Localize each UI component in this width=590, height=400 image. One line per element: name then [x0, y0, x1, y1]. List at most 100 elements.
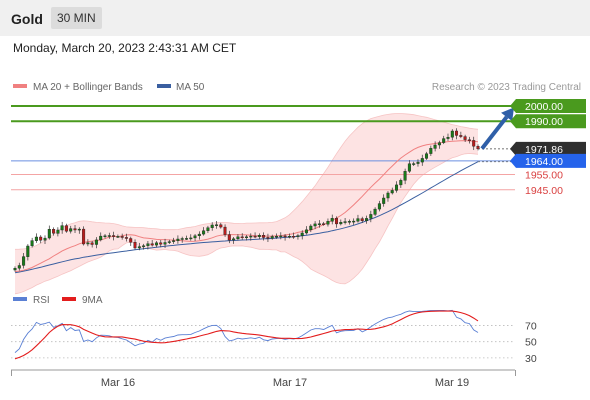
- candle: [214, 224, 218, 226]
- candle: [283, 235, 287, 238]
- price-tag-label: 1945.00: [525, 185, 563, 197]
- copyright-label: Research © 2023 Trading Central: [432, 82, 581, 93]
- candle: [103, 235, 107, 238]
- price-tag-pivot: [510, 153, 586, 168]
- candle: [60, 225, 64, 231]
- candle: [82, 228, 86, 245]
- interval-button[interactable]: 30 MIN: [51, 7, 102, 29]
- candle: [420, 158, 424, 163]
- candle: [39, 236, 43, 241]
- candle: [13, 268, 17, 271]
- legend-swatch-rsi: [13, 297, 27, 301]
- candle: [47, 228, 51, 239]
- candle: [356, 218, 360, 222]
- candle: [22, 256, 26, 266]
- candle: [56, 229, 60, 234]
- candle: [99, 235, 103, 241]
- candle: [172, 240, 176, 242]
- candle: [305, 229, 309, 234]
- rsi-plot: 70 50 30 Mar 16 Mar 17 Mar 19: [11, 309, 537, 389]
- candle: [437, 142, 441, 146]
- x-axis-label: Mar 16: [101, 377, 135, 389]
- candle: [407, 163, 411, 172]
- candle: [416, 161, 420, 164]
- candle: [326, 221, 330, 225]
- forecast-arrow-head: [501, 107, 514, 122]
- price-tag-resistance: [510, 99, 586, 113]
- candle: [227, 234, 231, 241]
- candle: [107, 235, 111, 237]
- candle: [206, 227, 210, 231]
- candle: [64, 225, 68, 232]
- candle: [159, 242, 163, 245]
- bollinger-band-fill: [15, 113, 478, 294]
- price-tag-label: 2000.00: [525, 101, 563, 113]
- candle: [154, 242, 158, 246]
- candle: [429, 148, 433, 154]
- candle: [129, 238, 133, 243]
- candle: [69, 228, 73, 232]
- candle: [17, 265, 21, 269]
- candle: [365, 218, 369, 221]
- candle: [210, 224, 214, 228]
- candle: [176, 238, 180, 241]
- legend-swatch-9ma: [62, 297, 76, 301]
- x-axis-label: Mar 17: [273, 377, 307, 389]
- candle: [257, 234, 261, 237]
- candle: [270, 236, 274, 239]
- candle: [459, 135, 463, 137]
- bollinger-upper-line: [14, 113, 479, 250]
- candle: [236, 236, 240, 240]
- candle: [390, 190, 394, 194]
- candle: [26, 245, 30, 257]
- legend-label-rsi: RSI: [33, 295, 50, 306]
- price-tag-resistance: [510, 114, 586, 129]
- candle: [425, 153, 429, 159]
- candle: [382, 197, 386, 204]
- candle: [386, 192, 390, 199]
- candle: [313, 223, 317, 227]
- candle: [86, 242, 90, 245]
- legend-label-ma20: MA 20 + Bollinger Bands: [33, 82, 143, 93]
- candle: [266, 237, 270, 239]
- candle: [73, 228, 77, 231]
- candle: [343, 221, 347, 223]
- price-tag-last-price: [510, 141, 586, 156]
- candle: [184, 238, 188, 240]
- bollinger-lower-line: [14, 153, 479, 295]
- candle: [193, 235, 197, 239]
- candle: [142, 245, 146, 247]
- candle: [223, 226, 227, 235]
- candle: [369, 214, 373, 219]
- candle: [377, 203, 381, 210]
- candle: [146, 243, 150, 246]
- candle: [240, 236, 244, 239]
- candle: [163, 242, 167, 245]
- candle: [249, 235, 253, 238]
- price-tag-label: 1971.86: [525, 144, 563, 156]
- candle: [412, 163, 416, 165]
- rsi-tick-label: 70: [525, 321, 537, 333]
- candle: [472, 140, 476, 147]
- legend-swatch-ma20: [13, 84, 27, 88]
- candle: [120, 236, 124, 238]
- candle: [232, 238, 236, 241]
- candle: [399, 180, 403, 186]
- candle: [124, 237, 128, 239]
- candle: [322, 223, 326, 225]
- candle: [150, 243, 154, 246]
- candle: [360, 218, 364, 221]
- candle: [262, 234, 266, 238]
- candle: [52, 228, 56, 234]
- candle: [455, 130, 459, 136]
- candle: [30, 240, 34, 247]
- candle: [167, 241, 171, 243]
- x-axis-label: Mar 19: [435, 377, 469, 389]
- rsi-tick-label: 50: [525, 337, 537, 349]
- candle: [309, 225, 313, 230]
- candle: [116, 236, 120, 238]
- 9ma-line: [14, 310, 479, 360]
